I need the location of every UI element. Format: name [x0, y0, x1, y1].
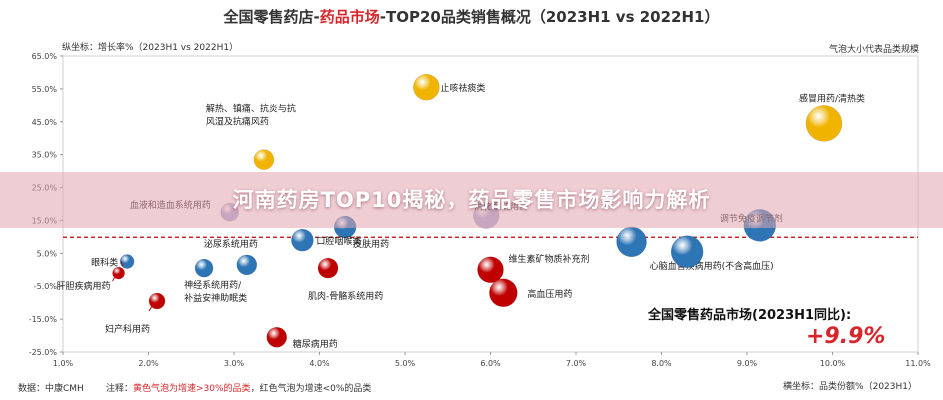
x-tick-label: 9.0%: [737, 359, 758, 368]
bubble: [266, 326, 288, 348]
bubble: [236, 254, 258, 276]
x-tick-label: 11.0%: [905, 359, 931, 368]
bubble-label: 泌尿系统用药: [204, 238, 258, 250]
data-source: 数据：中康CMH: [18, 384, 84, 394]
headline-banner: [0, 172, 943, 228]
bubble-leader-line: [120, 261, 124, 266]
y-axis-label: 纵坐标：增长率%（2023H1 vs 2022H1）: [62, 43, 239, 53]
bubble: [413, 73, 440, 101]
bubble-label: 皮肤用药: [353, 238, 389, 250]
bubble-label: 肌肉-骨骼系统用药: [308, 290, 383, 302]
bubble-label: 心脑血管疾病用药(不含高血压): [650, 260, 774, 272]
bubble: [317, 257, 339, 279]
bubble: [119, 254, 135, 269]
bubble: [194, 258, 214, 278]
x-tick-label: 7.0%: [566, 359, 587, 368]
x-tick-label: 10.0%: [820, 359, 846, 368]
bubble: [112, 266, 125, 280]
bubble-label: 维生素矿物质补充剂: [509, 253, 590, 265]
x-tick-label: 6.0%: [480, 359, 501, 368]
bubble: [253, 149, 275, 170]
bubble-label: 妇产科用药: [105, 323, 150, 335]
overlay-headline: 河南药房TOP10揭秘，药品零售市场影响力解析: [232, 188, 711, 212]
chart-title-prefix: 全国零售药店-: [223, 8, 320, 26]
y-tick-label: 55.0%: [32, 85, 58, 94]
bubble: [805, 105, 843, 142]
bubble-label: 补益安神助眠类: [184, 292, 247, 304]
bubble-label: 眼科类: [91, 257, 118, 269]
x-tick-label: 2.0%: [138, 359, 159, 368]
bubble-label: 感冒用药/清热类: [799, 92, 865, 104]
chart-title-highlight: 药品市场: [319, 8, 380, 26]
bubble-label: 风湿及抗痛风药: [206, 116, 269, 128]
chart-title-suffix: -TOP20品类销售概况（2023H1 vs 2022H1）: [379, 8, 720, 26]
bubble-label: 止咳祛痰类: [440, 82, 485, 94]
y-tick-label: 45.0%: [32, 118, 58, 127]
bubble-label: 肝胆疾病用药: [57, 280, 111, 292]
market-growth-value: +9.9%: [806, 324, 886, 349]
note-prefix: 注释：: [106, 384, 134, 394]
bubble-leader-line: [112, 276, 116, 282]
bubble: [489, 278, 518, 308]
x-tick-label: 1.0%: [53, 359, 74, 368]
bubble: [291, 228, 314, 252]
bubble: [670, 235, 704, 268]
chart-note: 注释：黄色气泡为增速>30%的品类，红色气泡为增速<0%的品类: [106, 381, 371, 394]
market-growth-label: 全国零售药品市场(2023H1同比):: [648, 308, 852, 323]
bubble: [477, 256, 504, 284]
y-tick-label: 35.0%: [32, 151, 58, 160]
chart-title: 全国零售药店-药品市场-TOP20品类销售概况（2023H1 vs 2022H1…: [0, 6, 943, 27]
y-tick-label: -25.0%: [29, 348, 58, 357]
bubble-size-label: 气泡大小代表品类规模: [828, 45, 919, 55]
note-highlight: 黄色气泡为增速>30%的品类: [133, 384, 251, 394]
bubble: [616, 226, 647, 258]
y-tick-label: -15.0%: [29, 315, 58, 324]
bubble-label: 神经系统用药/: [184, 279, 242, 291]
bubble-label: 口腔咽喉类: [316, 235, 361, 247]
x-tick-label: 8.0%: [651, 359, 672, 368]
bubble-label: 解热、镇痛、抗炎与抗: [206, 103, 296, 115]
note-suffix: ，红色气泡为增速<0%的品类: [250, 384, 372, 394]
y-tick-label: -5.0%: [34, 282, 58, 291]
x-tick-label: 3.0%: [224, 359, 245, 368]
bubble-label: 高血压用药: [527, 288, 572, 300]
x-tick-label: 5.0%: [395, 359, 416, 368]
bubble-label: 糖尿病用药: [293, 338, 338, 350]
y-tick-label: 5.0%: [37, 249, 58, 258]
x-tick-label: 4.0%: [309, 359, 330, 368]
x-axis-label: 横坐标：品类份额%（2023H1）: [783, 382, 917, 392]
y-tick-label: 65.0%: [32, 52, 58, 61]
bubble: [148, 292, 166, 310]
bubble-leader-line: [148, 305, 153, 312]
